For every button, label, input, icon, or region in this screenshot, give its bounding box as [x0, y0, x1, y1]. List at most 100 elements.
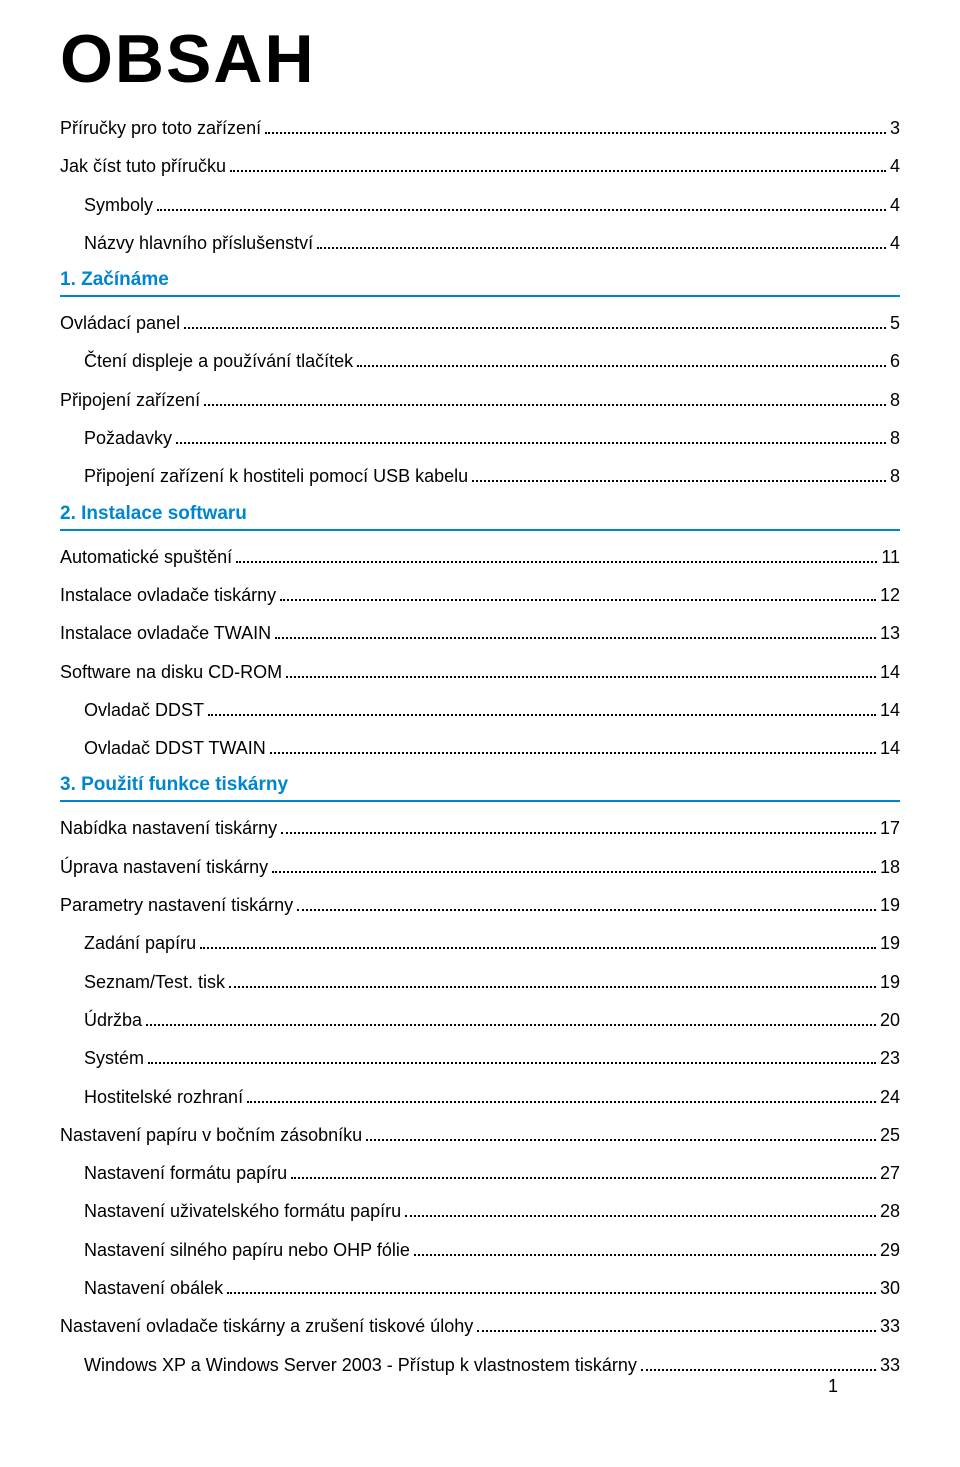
toc-entry-page: 19	[880, 970, 900, 994]
toc-leader-dots	[286, 661, 876, 677]
toc-entry-label: Systém	[84, 1046, 144, 1070]
toc-entry-label: Zadání papíru	[84, 931, 196, 955]
toc-entry-page: 8	[890, 388, 900, 412]
toc-entry: Nastavení obálek 30	[60, 1276, 900, 1300]
toc-leader-dots	[317, 233, 886, 249]
toc-entry-page: 29	[880, 1238, 900, 1262]
toc-leader-dots	[357, 351, 886, 367]
table-of-contents: Příručky pro toto zařízení 3 Jak číst tuto…	[60, 116, 900, 1377]
toc-entry-label: Příručky pro toto zařízení	[60, 116, 261, 140]
page-title: OBSAH	[60, 20, 900, 98]
toc-entry: Seznam/Test. tisk 19	[60, 970, 900, 994]
toc-entry: Připojení zařízení 8	[60, 388, 900, 412]
toc-entry-label: Windows XP a Windows Server 2003 - Příst…	[84, 1353, 637, 1377]
toc-entry: Požadavky8	[60, 426, 900, 450]
toc-entry: Systém23	[60, 1046, 900, 1070]
toc-entry-label: Nastavení ovladače tiskárny a zrušení ti…	[60, 1314, 473, 1338]
toc-entry: Windows XP a Windows Server 2003 - Příst…	[60, 1353, 900, 1377]
toc-entry: Názvy hlavního příslušenství 4	[60, 231, 900, 255]
toc-entry: Čtení displeje a používání tlačítek 6	[60, 349, 900, 373]
toc-leader-dots	[280, 585, 876, 601]
toc-entry: Nastavení papíru v bočním zásobníku25	[60, 1123, 900, 1147]
toc-leader-dots	[229, 971, 876, 987]
toc-entry-page: 8	[890, 464, 900, 488]
toc-leader-dots	[208, 700, 876, 716]
toc-entry-label: Ovladač DDST	[84, 698, 204, 722]
toc-entry-page: 14	[880, 698, 900, 722]
toc-entry-label: Čtení displeje a používání tlačítek	[84, 349, 353, 373]
toc-entry-label: Požadavky	[84, 426, 172, 450]
toc-entry: Parametry nastavení tiskárny 19	[60, 893, 900, 917]
toc-entry-page: 3	[890, 116, 900, 140]
toc-section-heading: 2. Instalace softwaru	[60, 503, 900, 531]
toc-entry-page: 14	[880, 736, 900, 760]
toc-entry: Nabídka nastavení tiskárny 17	[60, 816, 900, 840]
toc-leader-dots	[272, 857, 876, 873]
toc-entry: Nastavení ovladače tiskárny a zrušení ti…	[60, 1314, 900, 1338]
toc-leader-dots	[265, 118, 886, 134]
toc-entry: Instalace ovladače TWAIN13	[60, 621, 900, 645]
toc-entry-page: 33	[880, 1353, 900, 1377]
toc-entry: Připojení zařízení k hostiteli pomocí US…	[60, 464, 900, 488]
toc-entry-label: Úprava nastavení tiskárny	[60, 855, 268, 879]
toc-entry: Hostitelské rozhraní24	[60, 1085, 900, 1109]
toc-entry-page: 18	[880, 855, 900, 879]
toc-entry-label: Nastavení papíru v bočním zásobníku	[60, 1123, 362, 1147]
toc-entry-page: 28	[880, 1199, 900, 1223]
toc-entry-label: Parametry nastavení tiskárny	[60, 893, 293, 917]
toc-entry-label: Automatické spuštění	[60, 545, 232, 569]
toc-entry-page: 11	[881, 545, 900, 569]
toc-entry-page: 5	[890, 311, 900, 335]
toc-entry: Automatické spuštění 11	[60, 545, 900, 569]
toc-leader-dots	[472, 466, 886, 482]
toc-entry-label: Ovládací panel	[60, 311, 180, 335]
toc-entry-label: Software na disku CD-ROM	[60, 660, 282, 684]
toc-entry-page: 4	[890, 154, 900, 178]
toc-entry-page: 6	[890, 349, 900, 373]
toc-leader-dots	[641, 1354, 876, 1370]
toc-entry: Úprava nastavení tiskárny 18	[60, 855, 900, 879]
toc-entry-label: Nastavení uživatelského formátu papíru	[84, 1199, 401, 1223]
toc-entry-label: Seznam/Test. tisk	[84, 970, 225, 994]
toc-leader-dots	[227, 1278, 876, 1294]
toc-entry-page: 20	[880, 1008, 900, 1032]
toc-leader-dots	[275, 623, 876, 639]
toc-entry-label: Údržba	[84, 1008, 142, 1032]
toc-entry-label: Nabídka nastavení tiskárny	[60, 816, 277, 840]
toc-entry-page: 30	[880, 1276, 900, 1300]
toc-leader-dots	[184, 313, 886, 329]
toc-entry-page: 33	[880, 1314, 900, 1338]
toc-entry-label: Instalace ovladače tiskárny	[60, 583, 276, 607]
toc-entry-page: 4	[890, 231, 900, 255]
toc-entry: Ovládací panel 5	[60, 311, 900, 335]
toc-entry-page: 19	[880, 893, 900, 917]
toc-entry-page: 19	[880, 931, 900, 955]
toc-entry: Symboly 4	[60, 193, 900, 217]
toc-leader-dots	[176, 428, 886, 444]
toc-entry: Instalace ovladače tiskárny12	[60, 583, 900, 607]
toc-leader-dots	[146, 1010, 876, 1026]
toc-leader-dots	[270, 738, 876, 754]
toc-leader-dots	[200, 933, 876, 949]
toc-entry-label: Nastavení obálek	[84, 1276, 223, 1300]
toc-leader-dots	[247, 1086, 876, 1102]
toc-entry: Nastavení uživatelského formátu papíru 28	[60, 1199, 900, 1223]
toc-entry-label: Názvy hlavního příslušenství	[84, 231, 313, 255]
toc-leader-dots	[297, 895, 876, 911]
toc-entry-page: 27	[880, 1161, 900, 1185]
toc-leader-dots	[230, 156, 886, 172]
toc-entry-page: 24	[880, 1085, 900, 1109]
toc-entry: Jak číst tuto příručku4	[60, 154, 900, 178]
toc-entry-label: Připojení zařízení	[60, 388, 200, 412]
toc-leader-dots	[148, 1048, 876, 1064]
toc-entry: Nastavení silného papíru nebo OHP fólie 2…	[60, 1238, 900, 1262]
toc-entry-label: Symboly	[84, 193, 153, 217]
toc-leader-dots	[281, 818, 876, 834]
toc-entry: Zadání papíru 19	[60, 931, 900, 955]
toc-entry-label: Nastavení silného papíru nebo OHP fólie	[84, 1238, 410, 1262]
toc-entry-page: 4	[890, 193, 900, 217]
toc-entry: Příručky pro toto zařízení 3	[60, 116, 900, 140]
toc-leader-dots	[291, 1163, 876, 1179]
toc-entry-label: Ovladač DDST TWAIN	[84, 736, 266, 760]
toc-entry-page: 17	[880, 816, 900, 840]
